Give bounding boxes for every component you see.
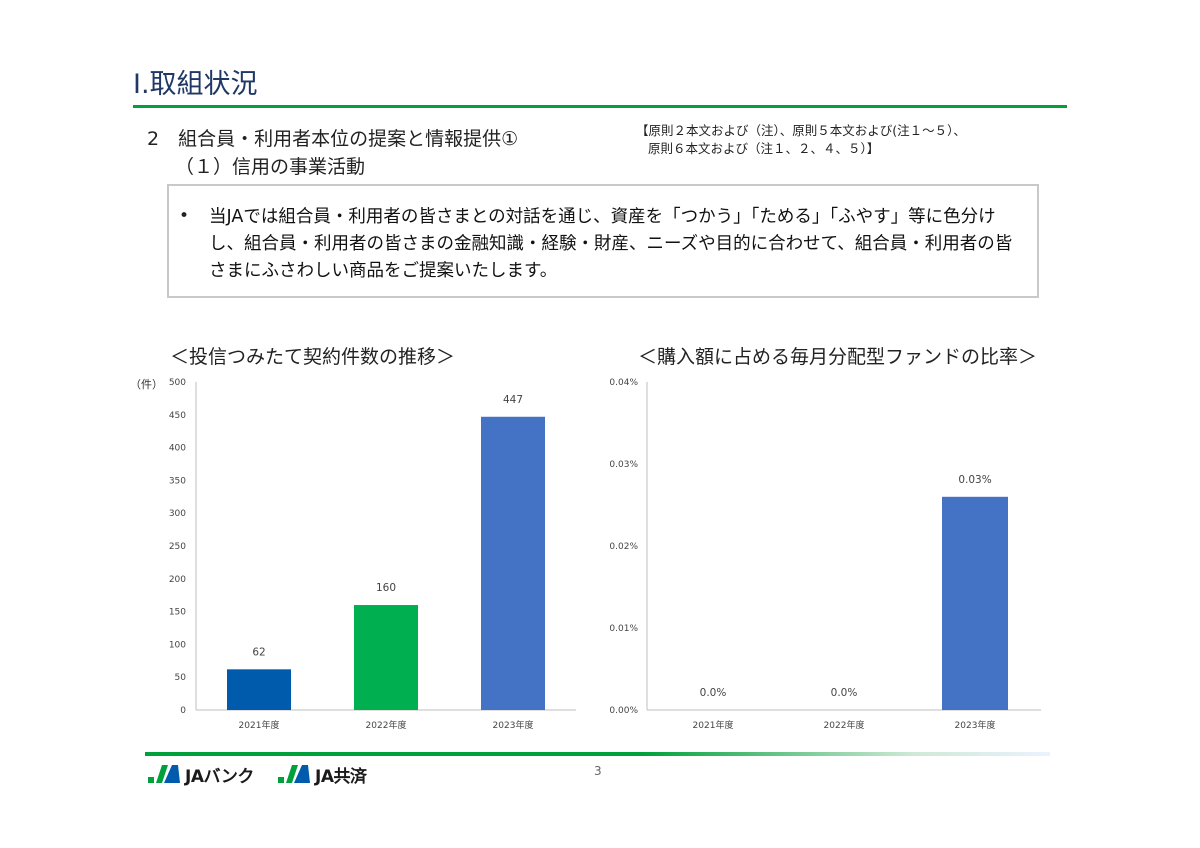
data-label: 62 bbox=[252, 646, 265, 658]
ja-mark-icon bbox=[148, 765, 180, 783]
x-category-label: 2022年度 bbox=[824, 719, 865, 731]
ja-kyosai-logo: JA共済 bbox=[277, 762, 367, 787]
bar bbox=[354, 605, 418, 710]
y-tick-label: 0.00% bbox=[609, 706, 638, 716]
y-tick-label: 0 bbox=[180, 706, 186, 716]
data-label: 160 bbox=[376, 582, 396, 594]
y-tick-label: 400 bbox=[169, 444, 186, 454]
data-label: 0.03% bbox=[958, 474, 991, 486]
bullet-marker: • bbox=[179, 206, 190, 226]
ja-bank-logo-text: JAバンク bbox=[185, 766, 254, 787]
section-subheading: （１）信用の事業活動 bbox=[175, 156, 366, 178]
y-tick-label: 0.04% bbox=[609, 378, 638, 388]
ja-kyosai-logo-text: JA共済 bbox=[315, 766, 367, 787]
x-category-label: 2021年度 bbox=[693, 719, 734, 731]
bar bbox=[227, 669, 291, 710]
chart-1-title: ＜投信つみたて契約件数の推移＞ bbox=[170, 346, 456, 368]
y-tick-label: 200 bbox=[169, 575, 186, 585]
data-label: 0.0% bbox=[831, 687, 858, 699]
x-category-label: 2023年度 bbox=[493, 719, 534, 731]
bar bbox=[942, 496, 1008, 710]
info-text: 当JAでは組合員・利用者の皆さまとの対話を通じ、資産を「つかう」「ためる」「ふや… bbox=[209, 207, 1013, 281]
footer-divider bbox=[145, 752, 1050, 756]
y-tick-label: 350 bbox=[169, 476, 186, 486]
y-tick-label: 150 bbox=[169, 608, 186, 618]
y-tick-label: 300 bbox=[169, 509, 186, 519]
data-label: 0.0% bbox=[700, 687, 727, 699]
x-category-label: 2023年度 bbox=[955, 719, 996, 731]
title-divider bbox=[133, 105, 1067, 108]
ja-bank-logo: JAバンク bbox=[147, 762, 254, 787]
principle-reference-note: 【原則２本文および（注）、原則５本文および(注１～５）、 原則６本文および（注１… bbox=[636, 122, 966, 158]
x-category-label: 2022年度 bbox=[366, 719, 407, 731]
x-category-label: 2021年度 bbox=[239, 719, 280, 731]
y-tick-label: 500 bbox=[169, 378, 186, 388]
y-tick-label: 250 bbox=[169, 542, 186, 552]
page-number: 3 bbox=[594, 764, 602, 778]
y-tick-label: 0.01% bbox=[609, 624, 638, 634]
y-tick-label: 0.02% bbox=[609, 542, 638, 552]
reference-line-2: 原則６本文および（注１、２、４、５）】 bbox=[648, 141, 880, 156]
y-axis-unit-label: （件） bbox=[130, 378, 163, 391]
bar bbox=[481, 416, 545, 710]
reference-line-1: 【原則２本文および（注）、原則５本文および(注１～５）、 bbox=[636, 123, 966, 138]
y-tick-label: 50 bbox=[175, 673, 187, 683]
info-box: • 当JAでは組合員・利用者の皆さまとの対話を通じ、資産を「つかう」「ためる」「… bbox=[167, 184, 1039, 298]
ja-mark-icon bbox=[278, 765, 310, 783]
chart-2-title: ＜購入額に占める毎月分配型ファンドの比率＞ bbox=[638, 346, 1038, 368]
y-tick-label: 450 bbox=[169, 411, 186, 421]
section-heading: 2 組合員・利用者本位の提案と情報提供① bbox=[147, 128, 519, 150]
y-tick-label: 0.03% bbox=[609, 460, 638, 470]
y-tick-label: 100 bbox=[169, 640, 186, 650]
data-label: 447 bbox=[503, 394, 523, 406]
page-title: Ⅰ.取組状況 bbox=[133, 69, 258, 100]
